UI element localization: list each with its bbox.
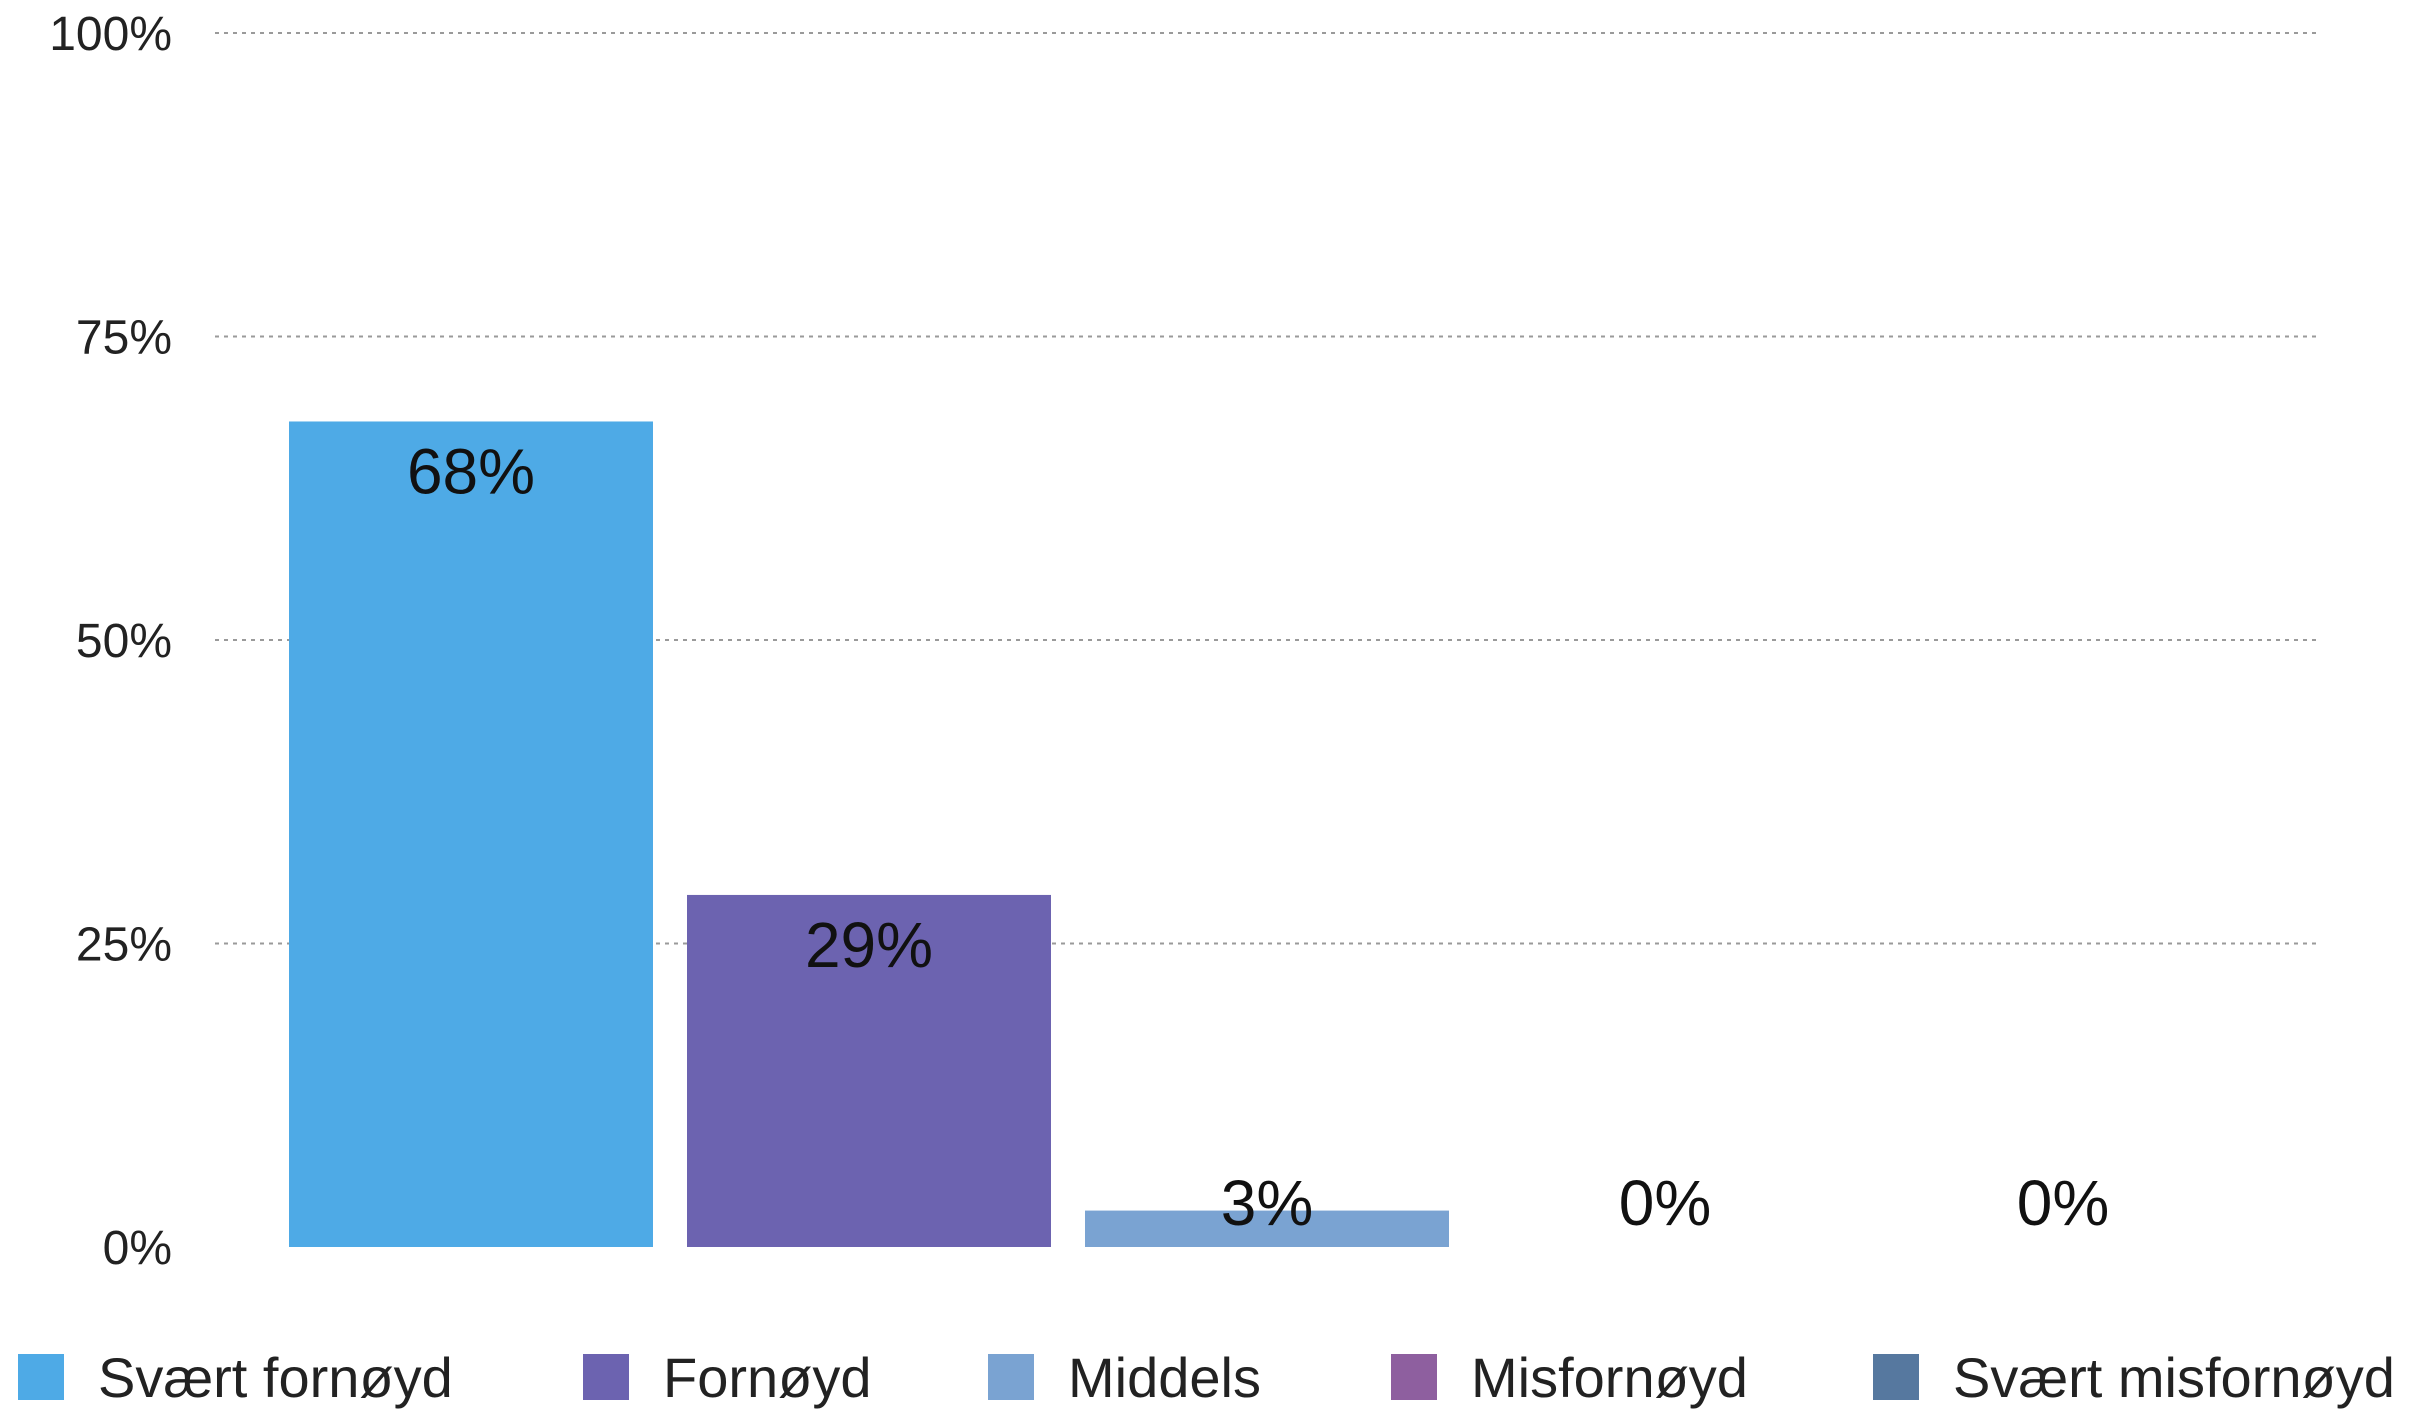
y-tick-label-75: 75% xyxy=(76,312,172,365)
y-tick-label-100: 100% xyxy=(49,8,172,61)
data-labels: 68% 29% 3% 0% 0% xyxy=(407,435,2109,1239)
legend-swatch-misfornoyd xyxy=(1391,1354,1437,1400)
legend-swatch-svaert-fornoyd xyxy=(18,1354,64,1400)
y-tick-label-50: 50% xyxy=(76,615,172,668)
legend-swatch-svaert-misfornoyd xyxy=(1873,1354,1919,1400)
data-label-misfornoyd: 0% xyxy=(1619,1167,1712,1239)
bars xyxy=(289,421,1449,1248)
bar-middels xyxy=(1085,1210,1449,1247)
data-label-svaert-misfornoyd: 0% xyxy=(2017,1167,2110,1239)
legend-swatch-middels xyxy=(988,1354,1034,1400)
legend-label-svaert-misfornoyd: Svært misfornøyd xyxy=(1953,1346,2395,1409)
y-tick-label-0: 0% xyxy=(103,1222,172,1275)
y-tick-label-25: 25% xyxy=(76,919,172,972)
data-label-svaert-fornoyd: 68% xyxy=(407,435,535,507)
legend-label-misfornoyd: Misfornøyd xyxy=(1471,1346,1748,1409)
legend-label-svaert-fornoyd: Svært fornøyd xyxy=(98,1346,453,1409)
data-label-middels: 3% xyxy=(1221,1167,1314,1239)
data-label-fornoyd: 29% xyxy=(805,909,933,981)
y-axis-tick-labels: 0% 25% 50% 75% 100% xyxy=(49,8,172,1275)
bar-svaert-fornoyd xyxy=(289,421,653,1248)
legend-label-fornoyd: Fornøyd xyxy=(663,1346,872,1409)
bar-fornoyd xyxy=(687,894,1051,1247)
legend-label-middels: Middels xyxy=(1068,1346,1261,1409)
legend: Svært fornøyd Fornøyd Middels Misfornøyd Svæ… xyxy=(18,1346,2395,1409)
legend-swatch-fornoyd xyxy=(583,1354,629,1400)
